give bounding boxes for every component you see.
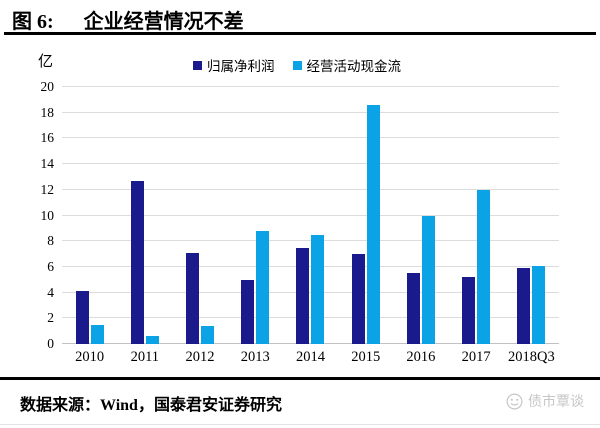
x-axis: 2010 2011 2012 2013 2014 2015 2016 2017 2018Q3 — [62, 349, 559, 366]
x-tick-label-2011: 2011 — [130, 349, 160, 365]
figure-number-label: 图 6: — [12, 11, 54, 33]
watermark-logo-icon — [506, 392, 523, 410]
bar-series2-2014 — [311, 234, 325, 344]
bar-series1-2016 — [406, 273, 420, 344]
watermark: 债市覃谈 — [506, 391, 584, 411]
bar-series1-2014 — [296, 247, 310, 344]
bar-series2-2013 — [256, 230, 270, 344]
gridline — [62, 188, 559, 190]
y-tick-label: 14 — [40, 156, 55, 172]
gridline — [62, 317, 559, 319]
y-tick-label: 8 — [47, 233, 54, 249]
gridline — [62, 137, 559, 139]
bar-series1-2015 — [351, 254, 365, 344]
legend-label-operating-cashflow: 经营活动现金流 — [306, 59, 402, 74]
bar-series1-2011 — [130, 180, 144, 344]
gridline — [62, 214, 559, 216]
bar-series1-2010 — [75, 291, 89, 344]
y-tick-label: 20 — [40, 79, 55, 94]
x-tick-label-2015: 2015 — [351, 349, 381, 365]
x-tick-label-2013: 2013 — [240, 349, 270, 365]
gridline — [62, 163, 559, 165]
legend-item-operating-cashflow: 经营活动现金流 — [292, 55, 402, 75]
y-tick-label: 12 — [40, 181, 55, 197]
bar-group-2010 — [62, 87, 117, 344]
figure-title-text: 企业经营情况不差 — [83, 11, 244, 33]
plot-area — [62, 86, 559, 344]
bar-series2-2017 — [477, 189, 491, 344]
bar-group-2013 — [228, 87, 283, 344]
y-axis-unit-label: 亿 — [38, 54, 54, 70]
bar-series2-2016 — [421, 215, 435, 344]
bar-group-2012 — [172, 87, 227, 344]
legend-item-net-profit: 归属净利润 — [193, 55, 275, 75]
legend-swatch-net-profit — [193, 60, 202, 70]
chart-legend: 归属净利润 经营活动现金流 — [193, 55, 401, 75]
watermark-text: 债市覃谈 — [528, 395, 584, 410]
legend-label-net-profit: 归属净利润 — [207, 59, 275, 74]
y-tick-label: 0 — [47, 336, 54, 351]
page-bottom-edge-line — [0, 424, 600, 425]
y-tick-label: 4 — [47, 284, 54, 300]
data-source-text: 数据来源：Wind，国泰君安证券研究 — [20, 397, 282, 414]
figure-title: 图 6: 企业经营情况不差 — [12, 5, 244, 34]
y-tick-label: 6 — [47, 258, 54, 274]
bar-series2-2015 — [366, 105, 380, 344]
bar-series1-2012 — [186, 252, 200, 344]
gridline — [62, 265, 559, 267]
bar-series1-2017 — [462, 277, 476, 344]
title-divider-rule — [4, 32, 596, 35]
bar-group-2011 — [117, 87, 172, 344]
gridline — [62, 343, 559, 344]
y-tick-label: 2 — [47, 310, 54, 326]
x-tick-label-2017: 2017 — [461, 349, 491, 365]
footer-divider-rule — [0, 377, 600, 380]
x-tick-label-2018Q3: 2018Q3 — [507, 349, 555, 365]
legend-swatch-operating-cashflow — [292, 60, 302, 70]
x-tick-label-2014: 2014 — [295, 349, 325, 365]
x-tick-label-2016: 2016 — [406, 349, 436, 365]
gridline — [62, 86, 559, 87]
bar-series1-2013 — [241, 279, 255, 344]
bars-layer — [62, 87, 559, 344]
bar-series2-2018Q3 — [532, 265, 546, 344]
gridline — [62, 111, 559, 113]
y-tick-label: 18 — [40, 104, 55, 120]
bar-series2-2011 — [145, 336, 159, 344]
bar-group-2018Q3 — [504, 87, 559, 344]
y-axis: 0 2 4 6 8 10 12 14 16 18 20 — [24, 79, 55, 351]
x-tick-label-2010: 2010 — [75, 349, 105, 365]
bar-series1-2018Q3 — [517, 268, 531, 344]
bar-group-2015 — [338, 87, 393, 344]
bar-group-2016 — [393, 87, 448, 344]
bar-group-2014 — [283, 87, 338, 344]
y-tick-label: 16 — [40, 130, 55, 146]
x-tick-label-2012: 2012 — [185, 349, 215, 365]
gridline — [62, 291, 559, 293]
y-tick-label: 10 — [40, 207, 55, 223]
bar-group-2017 — [449, 87, 504, 344]
bar-series2-2012 — [201, 326, 215, 344]
bar-series2-2010 — [90, 324, 104, 344]
gridline — [62, 240, 559, 242]
